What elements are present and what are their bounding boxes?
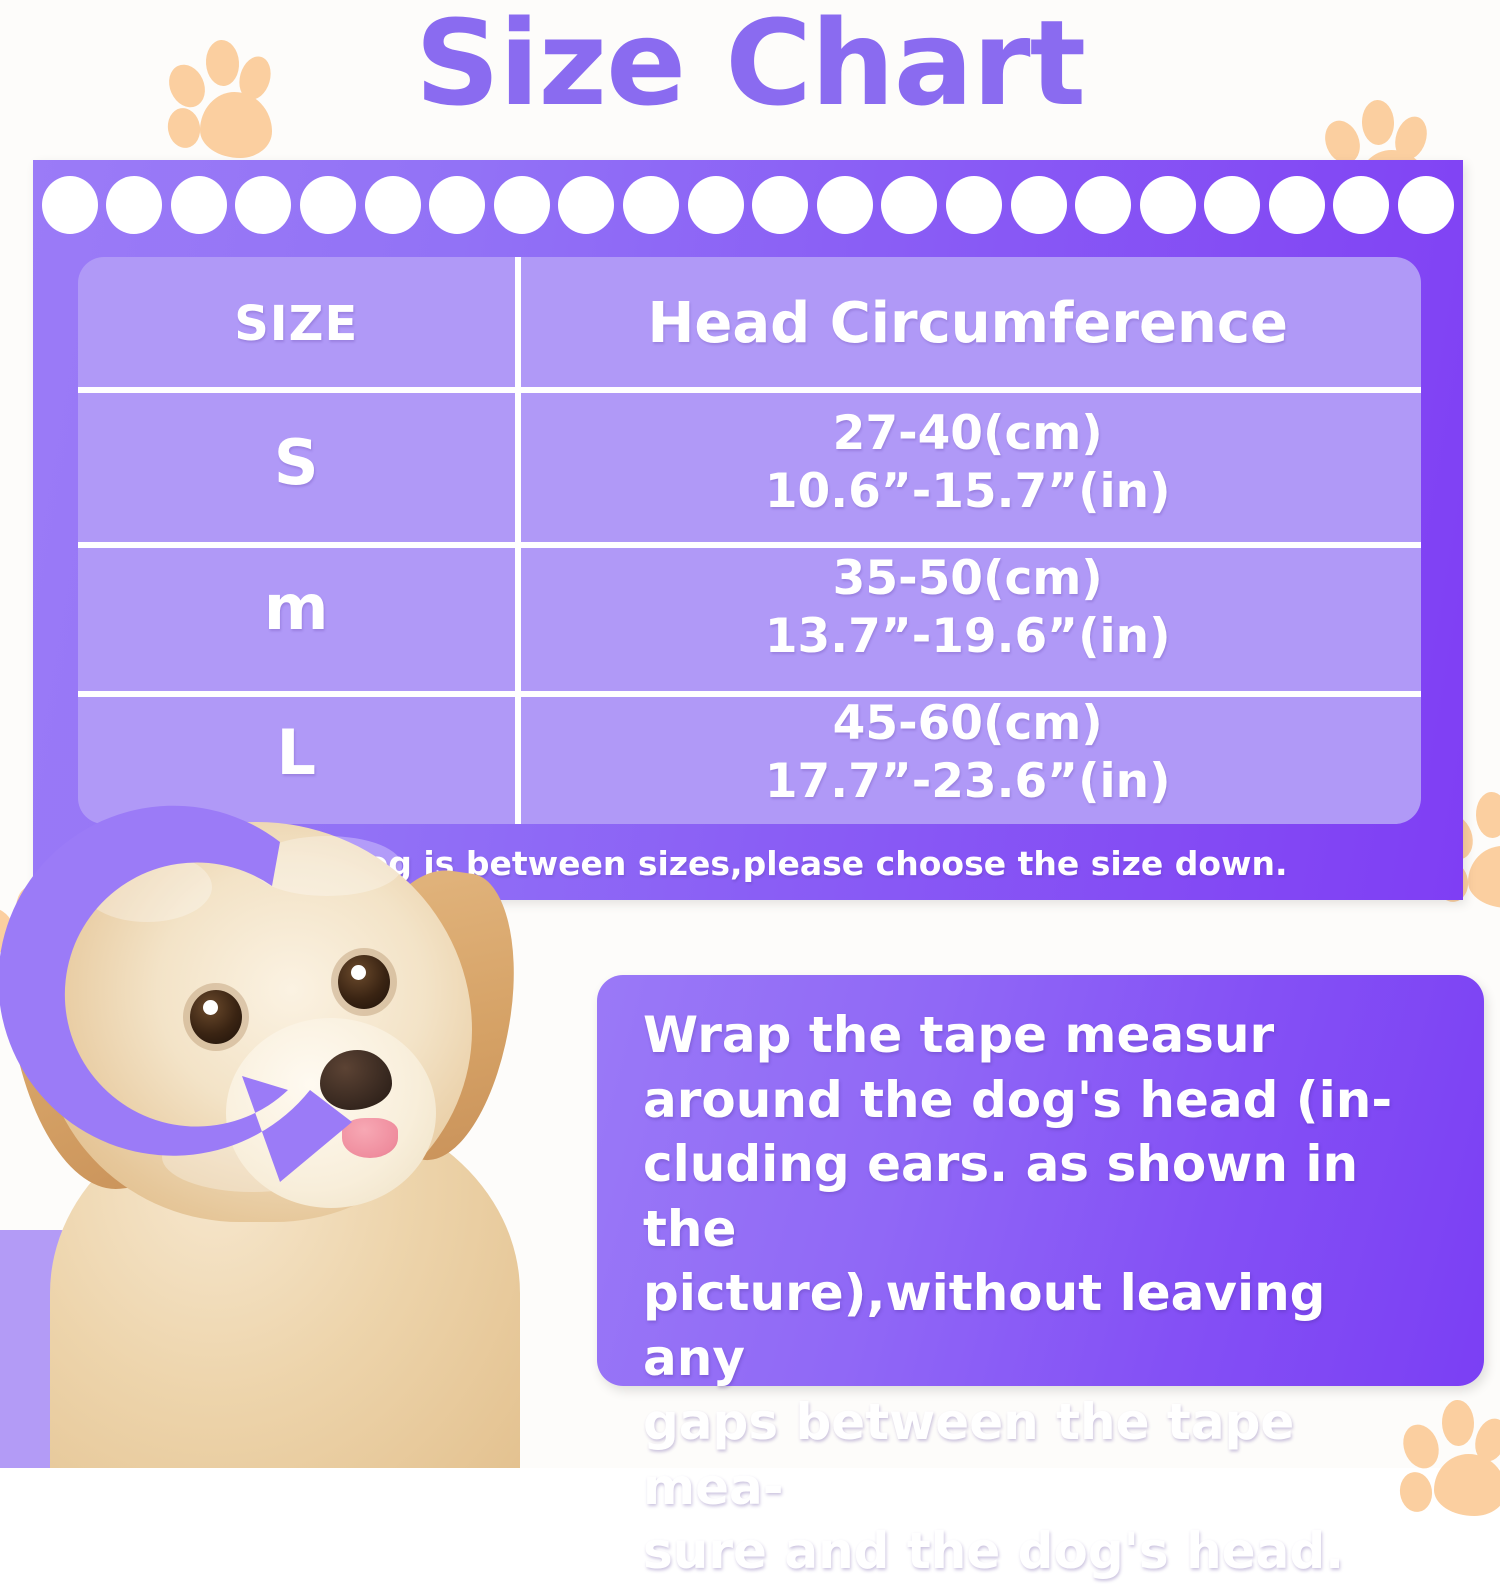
instruction-box: Wrap the tape measur around the dog's he…: [597, 975, 1484, 1580]
dog-eye-right: [338, 955, 390, 1009]
fur-highlight: [82, 852, 212, 922]
dog-tongue: [342, 1118, 398, 1158]
cell-circumference-l: 45-60(cm) 17.7”-23.6”(in): [514, 680, 1421, 824]
cell-circumference-s: 27-40(cm) 10.6”-15.7”(in): [514, 390, 1421, 535]
scallop-dot: [816, 176, 873, 234]
scallop-dot: [170, 176, 227, 234]
size-table-card: SIZE Head Circumference S 27-40(cm) 10.6…: [78, 257, 1421, 824]
scallop-dot: [687, 176, 744, 234]
header-circumference: Head Circumference: [647, 291, 1288, 356]
cell-value-in: 10.6”-15.7”(in): [764, 463, 1171, 519]
fur-highlight: [252, 836, 402, 896]
scallop-decoration-row: [33, 174, 1463, 236]
table-row: S 27-40(cm) 10.6”-15.7”(in): [78, 390, 1421, 535]
scallop-dot: [1204, 176, 1261, 234]
scallop-dot: [1333, 176, 1390, 234]
scallop-dot: [429, 176, 486, 234]
paw-print-icon-right: [1431, 778, 1500, 908]
cell-value-in: 17.7”-23.6”(in): [764, 753, 1171, 809]
scallop-dot: [558, 176, 615, 234]
scallop-dot: [1075, 176, 1132, 234]
dog-eye-left: [190, 990, 242, 1044]
paw-toe: [1475, 791, 1500, 839]
size-chart-panel: SIZE Head Circumference S 27-40(cm) 10.6…: [33, 160, 1463, 900]
cell-value-cm: 45-60(cm): [832, 696, 1103, 752]
scallop-dot: [945, 176, 1002, 234]
size-table: SIZE Head Circumference S 27-40(cm) 10.6…: [78, 257, 1421, 824]
cell-value-cm: 27-40(cm): [832, 406, 1103, 462]
table-header-row: SIZE Head Circumference: [78, 257, 1421, 390]
header-size: SIZE: [234, 295, 359, 352]
cell-value-cm: 35-50(cm): [832, 551, 1103, 607]
dog-nose: [320, 1050, 392, 1110]
cell-circumference-m: 35-50(cm) 13.7”-19.6”(in): [514, 535, 1421, 680]
table-row-divider: [78, 542, 1421, 548]
cell-size-s: S: [273, 426, 319, 499]
scallop-dot: [1268, 176, 1325, 234]
scallop-dot: [41, 176, 98, 234]
scallop-dot: [299, 176, 356, 234]
scallop-dot: [235, 176, 292, 234]
cell-size-m: m: [263, 571, 329, 644]
paw-main-pad: [200, 92, 272, 158]
cell-size-l: L: [276, 716, 316, 789]
paw-main-pad: [1468, 846, 1500, 908]
table-column-divider: [515, 257, 521, 824]
paw-print-icon-top-left: [162, 28, 278, 158]
page-title: Size Chart: [414, 0, 1086, 132]
table-row-divider: [78, 691, 1421, 697]
paw-main-pad: [1434, 1454, 1500, 1516]
scallop-dot: [1010, 176, 1067, 234]
table-row-divider: [78, 387, 1421, 393]
instruction-text: Wrap the tape measur around the dog's he…: [643, 1006, 1393, 1580]
scallop-dot: [752, 176, 809, 234]
dog-muzzle: [226, 1018, 436, 1208]
scallop-dot: [493, 176, 550, 234]
cell-value-in: 13.7”-19.6”(in): [764, 608, 1171, 664]
scallop-dot: [1139, 176, 1196, 234]
paw-toe: [1441, 1399, 1475, 1447]
scallop-dot: [881, 176, 938, 234]
scallop-dot: [106, 176, 163, 234]
scallop-dot: [1398, 176, 1455, 234]
table-row: m 35-50(cm) 13.7”-19.6”(in): [78, 535, 1421, 680]
table-row: L 45-60(cm) 17.7”-23.6”(in): [78, 680, 1421, 824]
scallop-dot: [622, 176, 679, 234]
dog-photo: [0, 800, 630, 1468]
scallop-dot: [364, 176, 421, 234]
